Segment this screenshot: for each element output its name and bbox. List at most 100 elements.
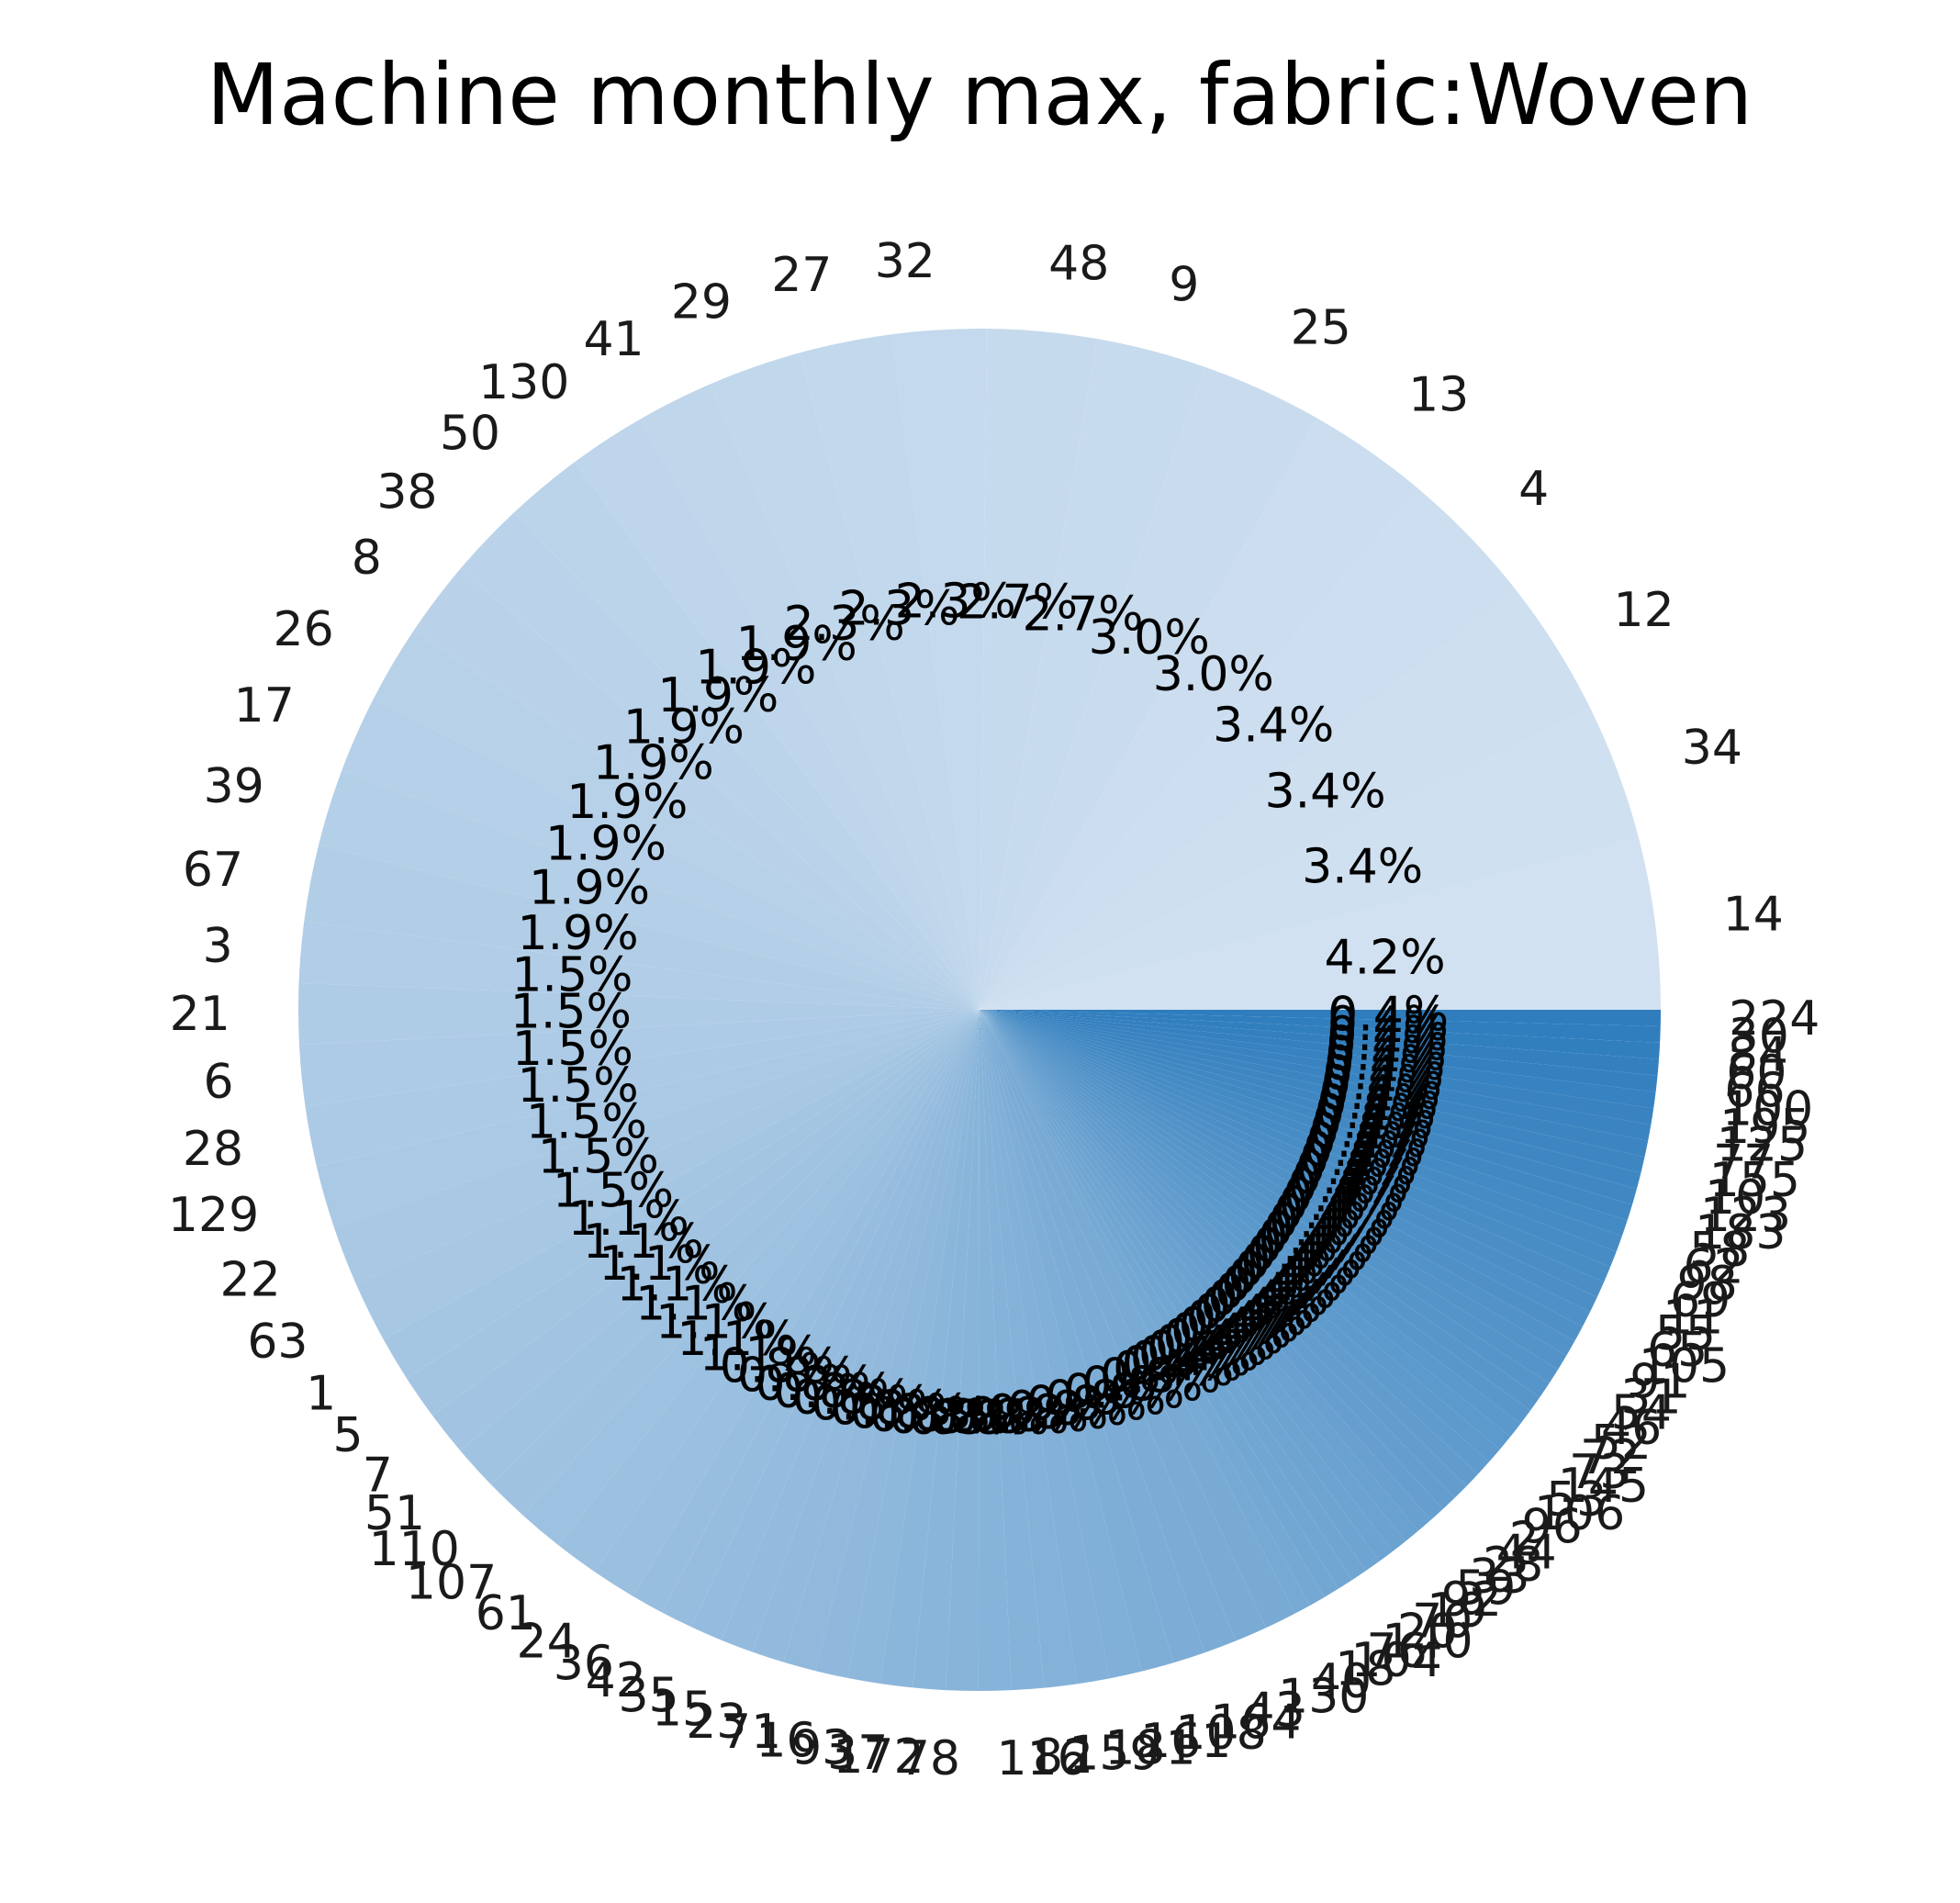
- pie-slice: [980, 1010, 1380, 1572]
- slice-label: 51: [364, 1486, 425, 1541]
- pie-slice: [980, 1010, 1654, 1125]
- slice-label: 42: [586, 1653, 646, 1708]
- pie-slice: [980, 707, 1640, 1010]
- pie-slice: [980, 1010, 1431, 1531]
- percent-label: 1.5%: [553, 1163, 674, 1218]
- slice-label: 66: [1724, 1064, 1785, 1119]
- pie-slice: [980, 1010, 1531, 1424]
- percent-label: 0.4%: [1321, 1056, 1442, 1111]
- slice-label: 7: [363, 1449, 393, 1504]
- slice-label: 20: [1397, 1605, 1458, 1660]
- pie-slice: [980, 1010, 1658, 1092]
- slice-label: 72: [1580, 1430, 1641, 1485]
- slice-label: 67: [183, 843, 243, 898]
- pie-slice: [980, 1010, 1174, 1672]
- slice-label: 172: [833, 1729, 924, 1785]
- percent-label: 0.8%: [1081, 1357, 1203, 1412]
- slice-label: 69: [1670, 1273, 1730, 1328]
- percent-label: 3.4%: [1213, 699, 1334, 754]
- percent-label: 4.2%: [1325, 931, 1446, 986]
- slice-label: 82: [1033, 1729, 1093, 1785]
- slice-label: 62: [1684, 1239, 1744, 1294]
- pie-slice: [305, 1010, 980, 1168]
- percent-label: 1.1%: [635, 1277, 756, 1332]
- percent-label: 0.4%: [1215, 1264, 1336, 1319]
- pie-slice: [913, 1010, 980, 1691]
- pie-slice: [980, 1010, 1325, 1606]
- slice-label: 130: [478, 355, 569, 410]
- pie-slice: [406, 1010, 980, 1416]
- slice-label: 130: [1278, 1670, 1369, 1725]
- slice-labels: 1434124132594832272941130503882617396732…: [168, 234, 1820, 1786]
- pie-slice: [980, 1010, 1045, 1691]
- pie-slice: [980, 1010, 1661, 1059]
- pie-slice: [980, 1010, 1611, 1282]
- slice-label: 32: [875, 234, 935, 289]
- percent-label: 1.9%: [623, 700, 745, 756]
- pie-slice: [298, 982, 980, 1046]
- percent-label: 0.8%: [1025, 1377, 1147, 1432]
- percent-label: 1.1%: [568, 1192, 689, 1247]
- percent-label: 1.9%: [695, 640, 816, 695]
- pie-slice: [980, 329, 1098, 1010]
- percent-label: 0.8%: [1045, 1371, 1166, 1427]
- slice-label: 27: [771, 248, 832, 303]
- pie-slice: [815, 1010, 980, 1678]
- slice-label: 60: [1726, 1046, 1786, 1101]
- percent-label: 1.5%: [510, 985, 632, 1040]
- slice-label: 123: [1700, 1188, 1791, 1243]
- slice-label: 15: [652, 1683, 712, 1738]
- percent-label: 0.8%: [869, 1388, 991, 1443]
- slice-label: 70: [1412, 1595, 1473, 1650]
- percent-label: 0.8%: [811, 1376, 932, 1431]
- slice-label: 22: [220, 1252, 281, 1307]
- percent-label: 0.4%: [1163, 1310, 1284, 1365]
- pie-slice: [640, 384, 980, 1011]
- percent-label: 0.4%: [1234, 1242, 1355, 1297]
- slice-label: 161: [1140, 1714, 1231, 1769]
- pie-slice: [558, 1010, 980, 1573]
- slice-label: 129: [168, 1188, 259, 1243]
- percent-label: 0.4%: [1138, 1327, 1260, 1382]
- percent-label: 1.5%: [518, 1058, 639, 1114]
- pie-slice: [980, 1010, 1296, 1629]
- pie-slice: [980, 1010, 1490, 1474]
- percent-label: 0.4%: [1179, 1298, 1300, 1353]
- slice-label: 55: [1655, 1306, 1716, 1361]
- pie-slice: [980, 1010, 1641, 1190]
- slice-label: 13: [1408, 368, 1469, 423]
- slice-label: 40: [1311, 1654, 1372, 1709]
- percent-label: 3.0%: [1089, 610, 1210, 666]
- pie-slice: [980, 1010, 1597, 1313]
- slice-label: 10: [1705, 1170, 1765, 1226]
- pie-slice: [980, 1010, 1353, 1589]
- slice-label: 23: [686, 1695, 746, 1750]
- slice-label: 37: [827, 1726, 888, 1781]
- pie-slice: [980, 1010, 1652, 1141]
- slice-label: 43: [1245, 1683, 1305, 1738]
- slice-label: 52: [1591, 1416, 1652, 1471]
- pie-slice: [980, 1010, 1455, 1509]
- slice-label: 14: [1723, 888, 1784, 943]
- pie-slice: [980, 366, 1317, 1010]
- pie-slices: [298, 329, 1661, 1691]
- percent-label: 0.4%: [1327, 1007, 1448, 1062]
- slice-label: 78: [900, 1731, 960, 1786]
- slice-label: 98: [1676, 1257, 1737, 1312]
- pie-slice: [342, 698, 980, 1010]
- slice-label: 25: [1291, 300, 1351, 355]
- slice-label: 181: [1104, 1721, 1195, 1776]
- percent-label: 1.9%: [593, 736, 714, 791]
- percent-label: 0.8%: [948, 1390, 1070, 1445]
- pie-slice: [710, 353, 980, 1010]
- pie-slice: [980, 1010, 1617, 1268]
- percent-label: 1.9%: [566, 775, 688, 830]
- percent-label: 0.4%: [1316, 1075, 1438, 1130]
- slice-label: 159: [1069, 1726, 1159, 1781]
- percent-label: 0.4%: [1295, 1141, 1417, 1196]
- slice-label: 76: [1367, 1624, 1428, 1679]
- percent-label: 0.4%: [1299, 1132, 1420, 1187]
- slice-label: 44: [1496, 1525, 1557, 1580]
- percent-label: 0.4%: [1252, 1219, 1373, 1274]
